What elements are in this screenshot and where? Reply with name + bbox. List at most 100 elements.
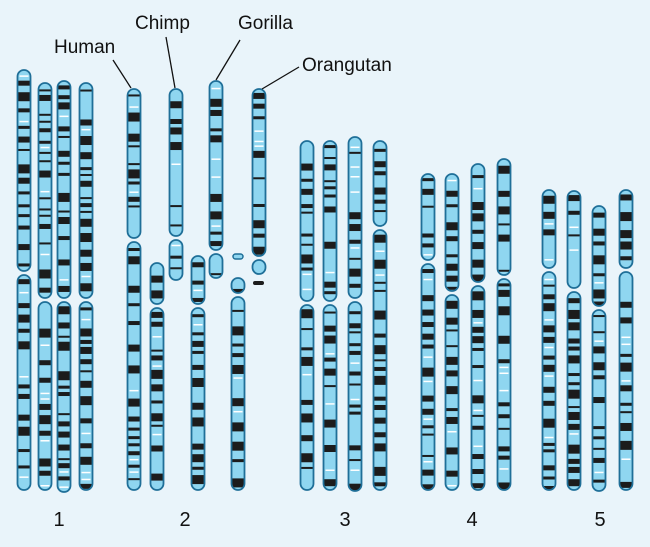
dark-band [127, 248, 141, 252]
dark-band [57, 102, 71, 110]
dark-band [567, 373, 581, 377]
dark-band [169, 224, 183, 227]
dark-band [300, 453, 314, 463]
dark-band [471, 229, 485, 234]
dark-band [542, 325, 556, 333]
dark-band [373, 366, 387, 371]
dark-band [79, 203, 93, 208]
chromosome-2-human [126, 88, 142, 491]
dark-band [542, 294, 556, 300]
chromosome-3-chimp [322, 140, 338, 491]
dark-band [592, 331, 606, 334]
light-band [40, 253, 50, 256]
dark-band [542, 465, 556, 471]
dark-band [38, 120, 52, 123]
dark-band [150, 384, 164, 392]
light-band [325, 271, 335, 274]
dark-band [127, 256, 141, 265]
dark-band [127, 427, 141, 431]
dark-band [300, 435, 314, 442]
dark-band [209, 211, 223, 220]
light-band [40, 344, 50, 346]
orangutan-fragment [232, 253, 244, 260]
dark-band [169, 142, 183, 151]
chromosome-2-chimp-b [149, 262, 165, 491]
dark-band [127, 94, 141, 97]
dark-band [323, 335, 337, 344]
dark-band [445, 300, 459, 309]
dark-band [79, 210, 93, 213]
dark-band [169, 101, 183, 109]
light-band [129, 458, 139, 461]
light-band [233, 410, 243, 413]
light-band [171, 244, 181, 247]
dark-band [471, 454, 485, 460]
dark-band [323, 206, 337, 213]
chromosome-4-orangutan [496, 158, 512, 491]
dark-band [150, 400, 164, 404]
dark-band [127, 169, 141, 179]
dark-band [79, 180, 93, 187]
light-band [621, 380, 631, 382]
dark-band [421, 433, 435, 436]
dark-band [421, 205, 435, 208]
dark-band [592, 362, 606, 371]
dark-band [421, 408, 435, 415]
dark-band [619, 481, 633, 488]
dark-band [421, 243, 435, 248]
dark-band [373, 396, 387, 401]
dark-band [191, 297, 205, 302]
light-band [40, 392, 50, 395]
light-band [473, 409, 483, 412]
dark-band [57, 463, 71, 469]
dark-band [57, 306, 71, 315]
light-band [423, 278, 433, 281]
dark-band [619, 230, 633, 239]
dark-band [127, 196, 141, 202]
dark-band [17, 244, 31, 251]
dark-band [300, 347, 314, 351]
light-band [40, 190, 50, 193]
dark-band [619, 241, 633, 250]
dark-band [57, 322, 71, 329]
dark-band [231, 441, 245, 451]
dark-band [471, 326, 485, 333]
dark-band [348, 371, 362, 376]
dark-band [57, 476, 71, 481]
dark-band [38, 89, 52, 92]
light-band [59, 471, 69, 473]
dark-band [57, 259, 71, 266]
dark-band [421, 425, 435, 429]
dark-band [348, 331, 362, 334]
dark-band [373, 281, 387, 284]
dark-band [191, 340, 205, 347]
dark-band [57, 335, 71, 338]
dark-band [38, 360, 52, 366]
dark-band [38, 223, 52, 229]
light-band [350, 247, 360, 249]
light-band [473, 187, 483, 190]
orangutan-fragment-band [253, 281, 264, 285]
dark-band [17, 225, 31, 230]
species-label-human: Human [54, 37, 116, 58]
dark-band [542, 386, 556, 393]
dark-band [300, 267, 314, 271]
dark-band [79, 218, 93, 227]
dark-band [567, 234, 581, 237]
dark-band [497, 269, 511, 272]
dark-band [542, 303, 556, 312]
dark-band [471, 365, 485, 369]
dark-band [57, 413, 71, 416]
dark-band [348, 383, 362, 386]
dark-band [17, 191, 31, 195]
light-band [447, 430, 457, 433]
dark-band [567, 298, 581, 304]
dark-band [445, 190, 459, 197]
dark-band [497, 482, 511, 490]
dark-band [542, 449, 556, 453]
dark-band [57, 458, 71, 461]
dark-band [471, 175, 485, 179]
dark-band [191, 466, 205, 470]
dark-band [373, 187, 387, 195]
